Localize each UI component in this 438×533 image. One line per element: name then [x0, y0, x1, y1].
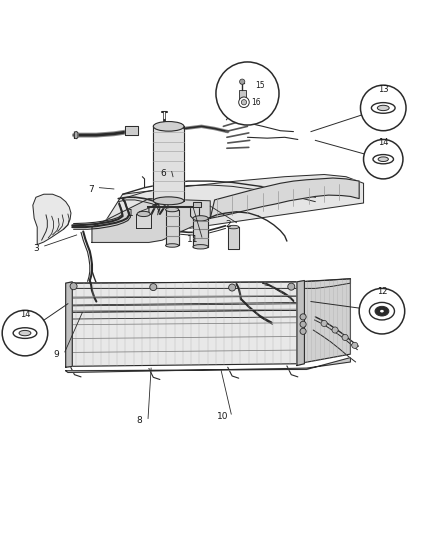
Circle shape — [364, 140, 403, 179]
Ellipse shape — [193, 216, 208, 221]
Ellipse shape — [153, 122, 184, 131]
Circle shape — [352, 342, 358, 349]
Ellipse shape — [193, 245, 208, 249]
Text: 10: 10 — [217, 412, 228, 421]
Polygon shape — [66, 358, 350, 373]
Circle shape — [300, 314, 306, 320]
Polygon shape — [147, 201, 201, 207]
Ellipse shape — [369, 302, 395, 320]
Circle shape — [2, 310, 48, 356]
Circle shape — [240, 79, 245, 84]
Ellipse shape — [137, 211, 150, 216]
Circle shape — [300, 328, 306, 334]
Circle shape — [359, 288, 405, 334]
Circle shape — [229, 284, 236, 291]
Ellipse shape — [166, 207, 179, 212]
Circle shape — [321, 320, 327, 327]
Polygon shape — [153, 126, 184, 201]
Text: 6: 6 — [160, 169, 166, 178]
Circle shape — [288, 283, 295, 290]
Circle shape — [70, 282, 77, 290]
Polygon shape — [92, 199, 210, 243]
Polygon shape — [68, 304, 298, 312]
Text: 1: 1 — [127, 209, 134, 219]
Circle shape — [360, 85, 406, 131]
Ellipse shape — [166, 244, 179, 247]
Polygon shape — [74, 132, 78, 139]
Ellipse shape — [375, 306, 389, 316]
Ellipse shape — [228, 225, 239, 229]
Circle shape — [342, 334, 348, 341]
Text: 14: 14 — [378, 138, 389, 147]
Circle shape — [239, 97, 249, 108]
Ellipse shape — [19, 330, 31, 336]
Polygon shape — [298, 279, 350, 364]
Polygon shape — [136, 214, 151, 228]
Ellipse shape — [153, 197, 184, 205]
Text: 13: 13 — [378, 85, 389, 94]
Ellipse shape — [377, 106, 389, 111]
Polygon shape — [68, 279, 350, 288]
Polygon shape — [92, 174, 364, 243]
Polygon shape — [68, 296, 298, 305]
Polygon shape — [193, 219, 208, 247]
Circle shape — [332, 327, 338, 333]
Ellipse shape — [371, 103, 395, 114]
Circle shape — [241, 100, 247, 105]
Text: 11: 11 — [187, 235, 199, 244]
Circle shape — [150, 284, 157, 290]
Text: 12: 12 — [377, 287, 387, 296]
Polygon shape — [297, 280, 304, 366]
Text: 3: 3 — [33, 244, 39, 253]
Polygon shape — [166, 209, 179, 246]
Text: 15: 15 — [255, 81, 265, 90]
Text: 14: 14 — [20, 310, 30, 319]
Polygon shape — [68, 310, 298, 319]
Text: 16: 16 — [251, 98, 261, 107]
Circle shape — [216, 62, 279, 125]
Polygon shape — [210, 178, 359, 219]
Circle shape — [300, 321, 306, 327]
Polygon shape — [68, 282, 298, 366]
Ellipse shape — [373, 155, 393, 164]
Ellipse shape — [378, 157, 389, 161]
Text: 8: 8 — [136, 416, 142, 425]
Text: 9: 9 — [53, 350, 59, 359]
Text: 7: 7 — [88, 185, 94, 195]
Ellipse shape — [380, 310, 384, 312]
Bar — [239, 90, 246, 99]
Polygon shape — [125, 126, 138, 135]
Text: 2: 2 — [225, 220, 230, 229]
Ellipse shape — [13, 328, 37, 338]
Polygon shape — [66, 282, 72, 367]
Polygon shape — [33, 194, 71, 245]
Polygon shape — [228, 227, 239, 249]
